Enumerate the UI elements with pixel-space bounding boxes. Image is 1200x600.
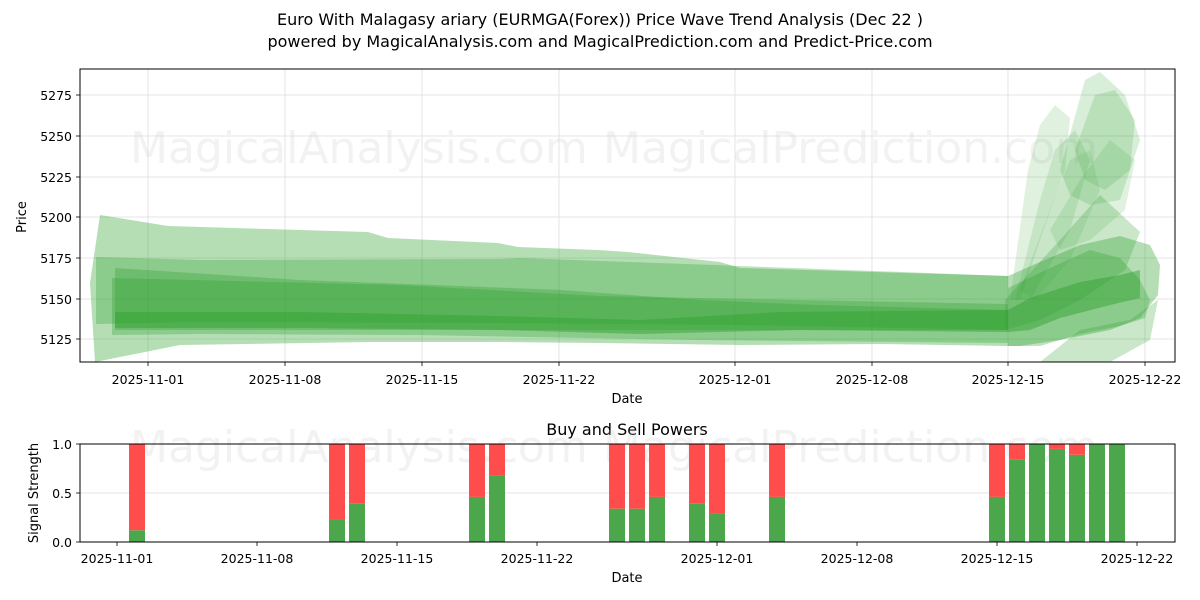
- x-tick-label: 2025-12-01: [699, 372, 772, 387]
- y-tick-label: 0.5: [52, 486, 72, 501]
- buy-bar: [689, 503, 705, 542]
- x-tick-label: 2025-12-22: [1101, 551, 1174, 566]
- buy-bar: [769, 496, 785, 542]
- buy-bar: [1069, 454, 1085, 542]
- x-tick-label: 2025-11-22: [501, 551, 574, 566]
- y-axis-label: Price: [15, 201, 30, 233]
- sell-bar: [629, 444, 645, 509]
- signal-x-ticks: [116, 542, 1138, 546]
- x-tick-label: 2025-12-15: [961, 551, 1034, 566]
- x-tick-label: 2025-11-08: [249, 372, 322, 387]
- x-tick-label: 2025-11-22: [523, 372, 596, 387]
- price-wave-bands: [90, 72, 1160, 362]
- x-tick-label: 2025-11-01: [112, 372, 185, 387]
- x-axis-label: Date: [611, 392, 642, 407]
- y-tick-label: 5200: [40, 210, 72, 225]
- sell-bar: [1009, 444, 1025, 460]
- sell-bar: [609, 444, 625, 509]
- y-axis-label: Signal Strength: [27, 443, 42, 543]
- sell-bar: [709, 444, 725, 514]
- price-x-tick-labels: 2025-11-01 2025-11-08 2025-11-15 2025-11…: [112, 372, 1182, 387]
- x-tick-label: 2025-12-22: [1109, 372, 1182, 387]
- buy-bar: [1009, 459, 1025, 542]
- sell-bar: [129, 444, 145, 531]
- price-axes-frame: [79, 68, 1176, 363]
- chart-title: Euro With Malagasy ariary (EURMGA(Forex)…: [276, 10, 924, 29]
- buy-bar: [129, 530, 145, 542]
- sell-bar: [989, 444, 1005, 497]
- signal-chart-title: Buy and Sell Powers: [546, 420, 708, 439]
- price-y-ticks: [76, 94, 80, 340]
- y-tick-label: 0.0: [52, 535, 72, 550]
- watermark-text: MagicalAnalysis.com: [130, 123, 588, 174]
- buy-bar: [349, 503, 365, 542]
- signal-y-tick-labels: 1.0 0.5 0.0: [52, 437, 72, 550]
- x-tick-label: 2025-12-08: [836, 372, 909, 387]
- x-tick-label: 2025-11-08: [221, 551, 294, 566]
- price-x-ticks: [147, 362, 1146, 366]
- y-tick-label: 5250: [40, 129, 72, 144]
- buy-bar: [709, 513, 725, 542]
- x-tick-label: 2025-11-15: [361, 551, 434, 566]
- buy-bar: [629, 508, 645, 542]
- signal-y-ticks: [76, 443, 80, 543]
- sell-bar: [329, 444, 345, 520]
- y-tick-label: 5275: [40, 88, 72, 103]
- buy-bar: [1109, 444, 1125, 542]
- sell-bar: [349, 444, 365, 504]
- y-tick-label: 5125: [40, 332, 72, 347]
- buy-bar: [469, 496, 485, 542]
- signal-bars: [129, 444, 1125, 542]
- sell-bar: [1069, 444, 1085, 455]
- sell-bar: [1049, 444, 1065, 449]
- sell-bar: [649, 444, 665, 497]
- buy-bar: [649, 496, 665, 542]
- price-chart: MagicalAnalysis.com MagicalPrediction.co…: [15, 68, 1182, 407]
- buy-bar: [609, 508, 625, 542]
- y-tick-label: 5150: [40, 292, 72, 307]
- x-axis-label: Date: [611, 571, 642, 586]
- buy-bar: [329, 519, 345, 542]
- x-tick-label: 2025-12-01: [681, 551, 754, 566]
- y-tick-label: 5175: [40, 251, 72, 266]
- signal-chart: Buy and Sell Powers MagicalAnalysis.com …: [27, 420, 1176, 586]
- price-grid: [80, 69, 1175, 362]
- price-y-tick-labels: 5275 5250 5225 5200 5175 5150 5125: [40, 88, 72, 347]
- buy-bar: [1089, 444, 1105, 542]
- x-tick-label: 2025-12-08: [821, 551, 894, 566]
- signal-x-tick-labels: 2025-11-01 2025-11-08 2025-11-15 2025-11…: [81, 551, 1174, 566]
- sell-bar: [489, 444, 505, 476]
- x-tick-label: 2025-11-01: [81, 551, 154, 566]
- sell-bar: [469, 444, 485, 497]
- sell-bar: [689, 444, 705, 504]
- x-tick-label: 2025-11-15: [386, 372, 459, 387]
- x-tick-label: 2025-12-15: [972, 372, 1045, 387]
- watermark-text: MagicalPrediction.com: [603, 123, 1098, 174]
- buy-bar: [989, 496, 1005, 542]
- chart-subtitle: powered by MagicalAnalysis.com and Magic…: [267, 32, 933, 51]
- buy-bar: [489, 475, 505, 542]
- y-tick-label: 1.0: [52, 437, 72, 452]
- buy-bar: [1029, 444, 1045, 542]
- sell-bar: [769, 444, 785, 497]
- buy-bar: [1049, 448, 1065, 542]
- y-tick-label: 5225: [40, 170, 72, 185]
